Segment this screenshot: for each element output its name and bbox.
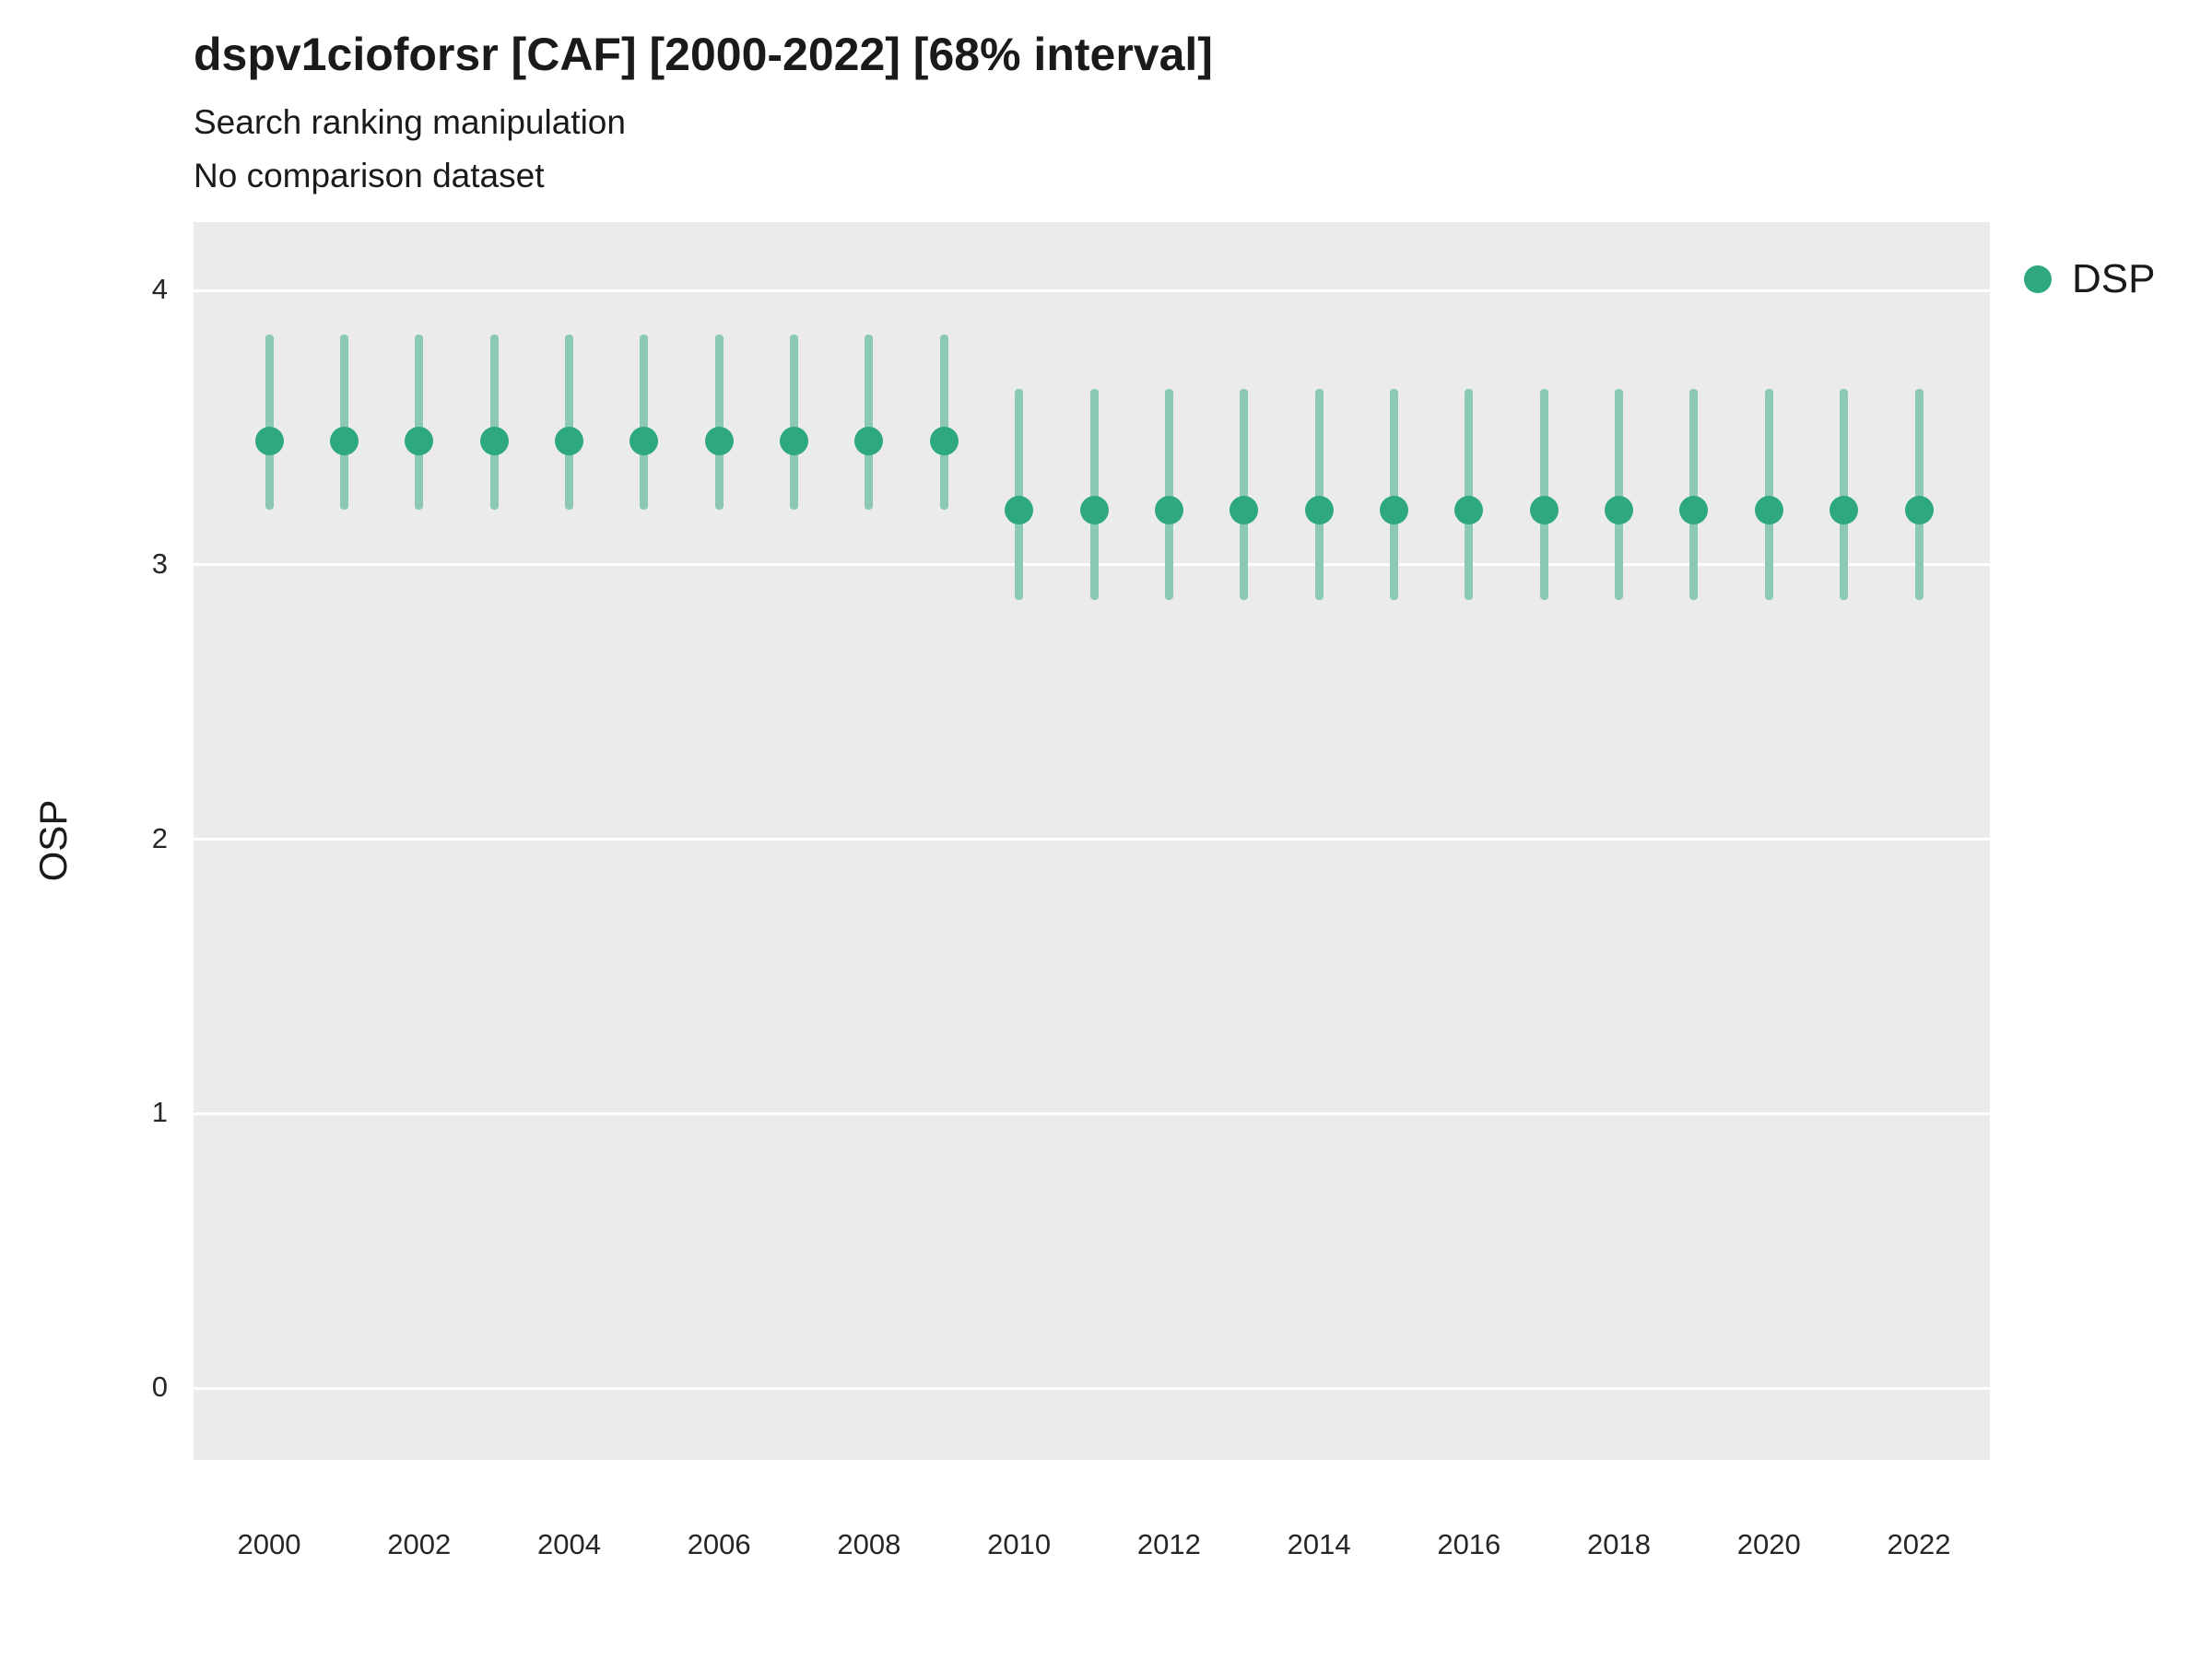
x-tick-label: 2004 [536,1528,601,1560]
data-point [1454,495,1484,524]
legend-dot-icon [2024,265,2052,293]
x-tick-label: 2018 [1587,1528,1652,1560]
error-bar [415,334,424,511]
y-tick-label: 3 [151,547,168,580]
data-point [1005,495,1034,524]
x-tick-label: 2022 [1887,1528,1951,1560]
legend-label: DSP [2072,256,2156,301]
error-bar [564,334,573,511]
error-bar [1164,389,1173,601]
x-tick-label: 2014 [1287,1528,1351,1560]
plot-panel [194,222,1990,1460]
gridline [194,838,1990,841]
error-bar [265,334,274,511]
data-point [254,427,284,456]
error-bar [1689,389,1699,601]
data-point [780,427,809,456]
error-bar [1539,389,1548,601]
data-point [1904,495,1934,524]
error-bar [1615,389,1624,601]
x-tick-label: 2006 [687,1528,751,1560]
x-tick-label: 2010 [987,1528,1052,1560]
data-point [554,427,583,456]
error-bar [1389,389,1398,601]
y-tick-label: 2 [151,821,168,854]
x-tick-label: 2016 [1437,1528,1501,1560]
gridline [194,1386,1990,1390]
data-point [1304,495,1334,524]
data-point [929,427,959,456]
data-point [629,427,659,456]
data-point [329,427,359,456]
y-tick-label: 4 [151,273,168,305]
error-bar [790,334,799,511]
error-bar [1089,389,1099,601]
error-bar [714,334,724,511]
error-bar [1015,389,1024,601]
error-bar [640,334,649,511]
y-tick-label: 0 [151,1371,168,1403]
data-point [1379,495,1408,524]
data-point [854,427,884,456]
y-tick-label: 1 [151,1096,168,1129]
data-point [1079,495,1109,524]
data-point [479,427,509,456]
x-tick-label: 2020 [1736,1528,1801,1560]
gridline [194,1112,1990,1115]
chart-subtitle-2: No comparison dataset [194,157,545,194]
error-bar [339,334,348,511]
x-tick-label: 2002 [387,1528,452,1560]
error-bar [939,334,948,511]
data-point [1830,495,1859,524]
chart-subtitle: Search ranking manipulation [194,103,626,141]
data-point [1529,495,1559,524]
data-point [1154,495,1183,524]
error-bar [1240,389,1249,601]
error-bar [1314,389,1324,601]
data-point [1230,495,1259,524]
data-point [1754,495,1783,524]
gridline [194,288,1990,292]
error-bar [489,334,499,511]
x-tick-label: 2012 [1136,1528,1201,1560]
error-bar [1764,389,1773,601]
x-tick-label: 2000 [237,1528,301,1560]
chart-title: dspv1cioforsr [CAF] [2000-2022] [68% int… [194,29,1213,80]
data-point [1605,495,1634,524]
legend: DSP [2024,256,2155,302]
data-point [1679,495,1709,524]
error-bar [1465,389,1474,601]
error-bar [865,334,874,511]
error-bar [1914,389,1924,601]
x-tick-label: 2008 [837,1528,901,1560]
data-point [405,427,434,456]
error-bar [1840,389,1849,601]
data-point [704,427,734,456]
